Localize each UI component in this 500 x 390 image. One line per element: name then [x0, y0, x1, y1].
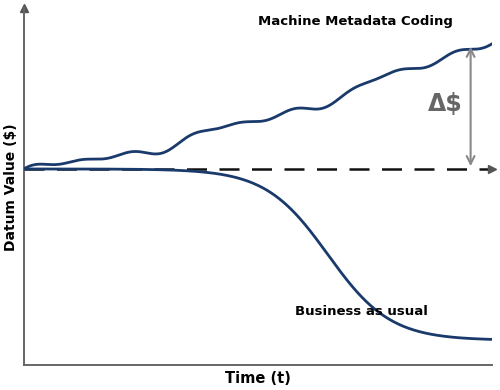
Y-axis label: Datum Value ($): Datum Value ($): [4, 123, 18, 251]
Text: Δ$: Δ$: [428, 92, 462, 116]
X-axis label: Time (t): Time (t): [225, 371, 290, 386]
Text: Business as usual: Business as usual: [295, 305, 428, 317]
Text: Machine Metadata Coding: Machine Metadata Coding: [258, 16, 452, 28]
